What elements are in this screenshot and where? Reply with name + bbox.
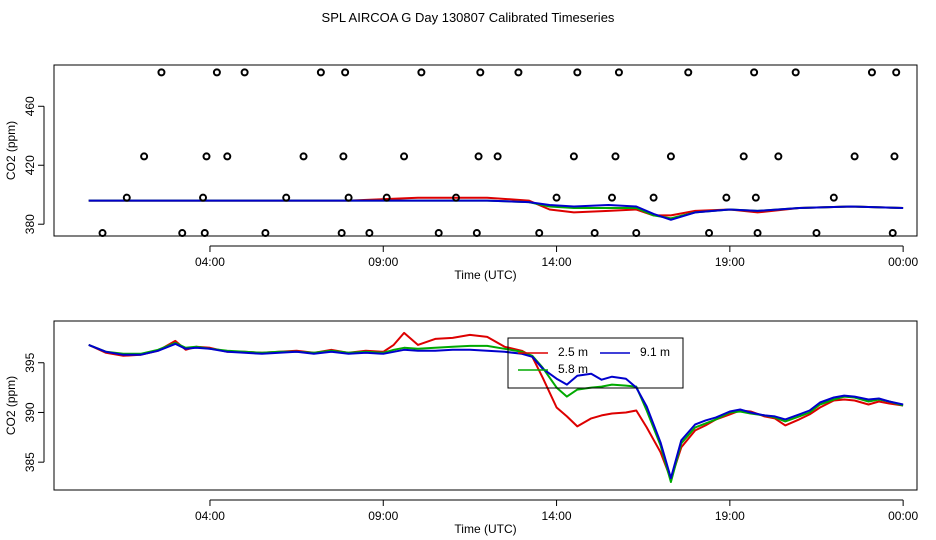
- scatter-point: [400, 152, 409, 161]
- scatter-point: [753, 229, 762, 238]
- scatter-point: [223, 152, 232, 161]
- figure-title: SPL AIRCOA G Day 130807 Calibrated Times…: [322, 10, 615, 25]
- scatter-point: [417, 68, 426, 77]
- legend-item: 5.8 m: [518, 362, 588, 376]
- x-axis-label: Time (UTC): [454, 522, 516, 536]
- scatter-point: [739, 152, 748, 161]
- scatter-point: [122, 193, 131, 202]
- scatter-point: [666, 152, 675, 161]
- scatter-point: [382, 193, 391, 202]
- scatter-point: [199, 193, 208, 202]
- scatter-point: [514, 68, 523, 77]
- scatter-point: [476, 68, 485, 77]
- scatter-point: [751, 193, 760, 202]
- scatter-point: [434, 229, 443, 238]
- y-tick-label: 460: [23, 96, 37, 116]
- scatter-point: [535, 229, 544, 238]
- legend-box: [507, 337, 684, 389]
- series-line-2-5-m: [88, 331, 904, 481]
- legend-item: 9.1 m: [600, 345, 670, 359]
- y-tick-label: 385: [23, 452, 37, 472]
- scatter-point: [341, 68, 350, 77]
- x-tick-label: 04:00: [195, 255, 225, 269]
- scatter-point: [649, 193, 658, 202]
- x-tick-label: 14:00: [542, 509, 572, 523]
- x-tick-label: 19:00: [715, 509, 745, 523]
- scatter-point: [608, 193, 617, 202]
- x-tick-label: 04:00: [195, 509, 225, 523]
- series-line-5-8-m: [88, 341, 904, 483]
- plot-frame: [53, 64, 918, 237]
- scatter-point: [212, 68, 221, 77]
- y-axis-label: CO2 (ppm): [4, 376, 18, 435]
- scatter-point: [240, 68, 249, 77]
- legend: 2.5 m 5.8 m 9.1 m: [507, 337, 684, 389]
- scatter-point: [611, 152, 620, 161]
- scatter-point: [812, 229, 821, 238]
- bottom-panel-smoothed-heights: 04:00 09:00 14:00 19:00 00:00 Time (UTC) 385 39…: [4, 320, 918, 536]
- scatter-point: [472, 229, 481, 238]
- y-tick-label: 395: [23, 352, 37, 372]
- scatter-point: [98, 229, 107, 238]
- scatter-point: [774, 152, 783, 161]
- scatter-point: [888, 229, 897, 238]
- x-tick-label: 19:00: [715, 255, 745, 269]
- x-tick-label: 00:00: [888, 509, 918, 523]
- scatter-point: [829, 193, 838, 202]
- scatter-point: [791, 68, 800, 77]
- plot-frame: [53, 320, 918, 491]
- scatter-point: [365, 229, 374, 238]
- x-tick-label: 09:00: [368, 255, 398, 269]
- scatter-point: [614, 68, 623, 77]
- series-line-9-1-m: [88, 342, 904, 480]
- scatter-point: [140, 152, 149, 161]
- scatter-point: [722, 193, 731, 202]
- scatter-point: [573, 68, 582, 77]
- scatter-point: [178, 229, 187, 238]
- y-tick-label: 380: [23, 214, 37, 234]
- scatter-point: [202, 152, 211, 161]
- scatter-point: [200, 229, 209, 238]
- scatter-point: [569, 152, 578, 161]
- scatter-point: [316, 68, 325, 77]
- legend-item: 2.5 m: [518, 345, 588, 359]
- scatter-point: [339, 152, 348, 161]
- x-tick-label: 09:00: [368, 509, 398, 523]
- scatter-point: [705, 229, 714, 238]
- scatter-point: [552, 193, 561, 202]
- scatter-point: [157, 68, 166, 77]
- x-tick-label: 14:00: [542, 255, 572, 269]
- scatter-point: [590, 229, 599, 238]
- legend-label: 2.5 m: [558, 345, 588, 359]
- scatter-point: [750, 68, 759, 77]
- scatter-point: [684, 68, 693, 77]
- scatter-point: [452, 193, 461, 202]
- scatter-point: [337, 229, 346, 238]
- x-axis-label: Time (UTC): [454, 268, 516, 282]
- y-axis-label: CO2 (ppm): [4, 121, 18, 180]
- x-tick-label: 00:00: [888, 255, 918, 269]
- legend-label: 5.8 m: [558, 362, 588, 376]
- scatter-point: [261, 229, 270, 238]
- scatter-point: [474, 152, 483, 161]
- scatter-point: [890, 152, 899, 161]
- scatter-point: [632, 229, 641, 238]
- scatter-point: [892, 68, 901, 77]
- scatter-point: [344, 193, 353, 202]
- scatter-point: [493, 152, 502, 161]
- y-tick-label: 420: [23, 155, 37, 175]
- top-panel-raw-and-smoothed: 04:00 09:00 14:00 19:00 00:00 Time (UTC) 380 42…: [4, 64, 918, 282]
- scatter-point: [299, 152, 308, 161]
- scatter-point: [850, 152, 859, 161]
- legend-label: 9.1 m: [640, 345, 670, 359]
- y-tick-label: 390: [23, 402, 37, 422]
- scatter-point: [867, 68, 876, 77]
- series-line-9-1-m: [88, 199, 904, 221]
- scatter-point: [282, 193, 291, 202]
